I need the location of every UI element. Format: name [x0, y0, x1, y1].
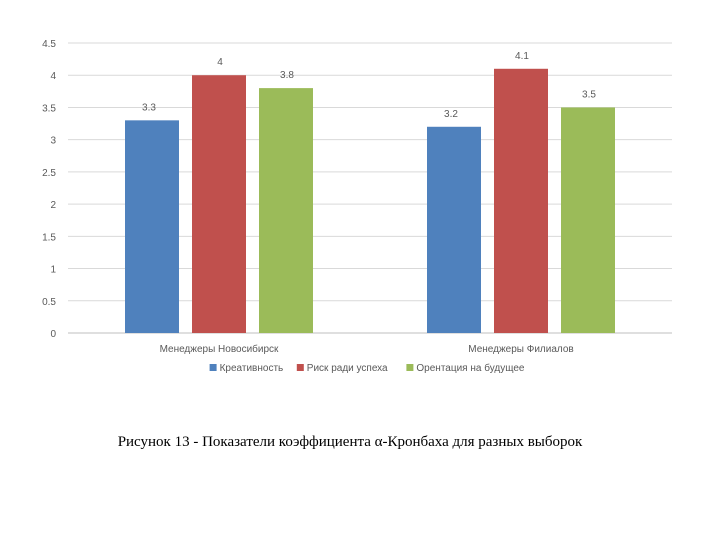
- y-tick-label: 0.5: [42, 297, 56, 308]
- legend-swatch: [406, 364, 414, 371]
- y-tick-label: 3: [50, 136, 56, 147]
- figure-caption: Рисунок 13 - Показатели коэффициента α-К…: [117, 434, 583, 450]
- legend-label: Креативность: [220, 363, 284, 374]
- bar: [427, 126, 481, 334]
- y-tick-label: 0: [50, 329, 56, 340]
- data-label: 4: [217, 57, 223, 68]
- bar: [125, 120, 179, 333]
- bar: [259, 88, 313, 333]
- chart-svg: 0 0.5 1 1.5 2 2.5 3 3.5 4 4.5 3.3 4 3.8 Менеджеры Нов…: [42, 39, 672, 374]
- data-label: 3.5: [582, 89, 596, 100]
- category-label: Менеджеры Новосибирск: [160, 343, 279, 355]
- data-label: 3.3: [142, 102, 156, 113]
- data-label: 3.2: [444, 109, 458, 120]
- legend-label: Орентация на будущее: [416, 362, 525, 374]
- bar: [494, 68, 548, 334]
- y-tick-label: 2: [50, 200, 56, 211]
- y-tick-label: 4.5: [42, 39, 56, 50]
- legend-label: Риск ради успеха: [307, 363, 388, 374]
- data-label: 4.1: [515, 51, 529, 62]
- y-tick-label: 1: [50, 265, 56, 276]
- data-label: 3.8: [280, 70, 294, 81]
- legend-swatch: [209, 364, 217, 371]
- bar: [561, 107, 615, 333]
- bar: [192, 75, 246, 333]
- bar-chart: 0 0.5 1 1.5 2 2.5 3 3.5 4 4.5 3.3 4 3.8 Менеджеры Нов…: [42, 39, 672, 374]
- chart-area: 0 0.5 1 1.5 2 2.5 3 3.5 4 4.5 3.3 4 3.8 Менеджеры Нов…: [42, 39, 672, 374]
- y-tick-label: 1.5: [42, 232, 56, 243]
- legend-swatch: [296, 364, 304, 371]
- category-label: Менеджеры Филиалов: [468, 344, 573, 355]
- y-tick-label: 3.5: [42, 103, 56, 114]
- y-tick-label: 4: [50, 71, 56, 82]
- y-tick-label: 2.5: [42, 168, 56, 179]
